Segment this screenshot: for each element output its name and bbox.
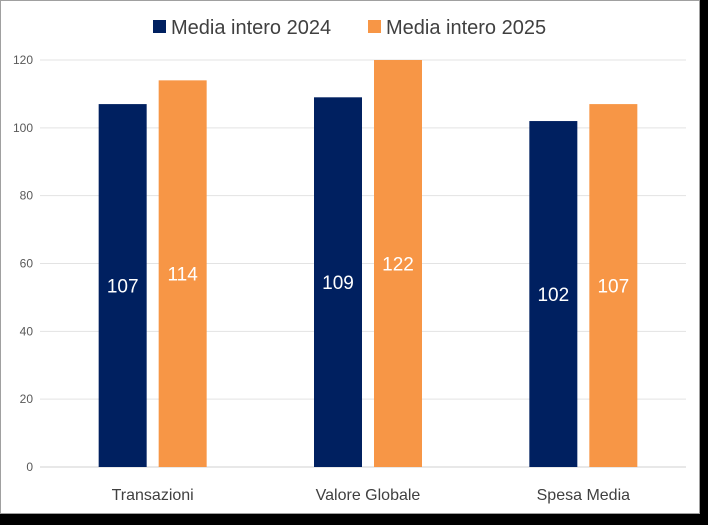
y-tick-label: 40 [20,324,34,338]
x-category-label: Spesa Media [537,487,630,504]
bar-2025 [589,104,638,467]
data-label: 109 [322,273,354,294]
data-label: 122 [382,255,414,276]
data-label: 114 [168,265,199,286]
y-tick-label: 100 [13,121,33,135]
x-category-label: Valore Globale [316,487,421,504]
legend-swatch [153,20,166,33]
data-label: 107 [597,277,629,298]
legend-label: Media intero 2025 [386,17,546,39]
bar-2024 [529,121,578,468]
y-tick-label: 20 [20,392,34,406]
bar-2025 [374,60,422,467]
y-tick-label: 120 [13,53,33,67]
y-tick-label: 0 [26,460,33,474]
bar-2024 [98,104,147,467]
data-label: 107 [107,277,139,298]
y-tick-label: 60 [20,257,34,271]
y-tick-label: 80 [20,189,34,203]
data-label: 102 [537,285,569,306]
legend-swatch [368,20,381,33]
legend-label: Media intero 2024 [171,17,331,39]
x-category-label: Transazioni [112,487,194,504]
bar-2025 [158,80,207,467]
bar-2024 [314,97,362,467]
